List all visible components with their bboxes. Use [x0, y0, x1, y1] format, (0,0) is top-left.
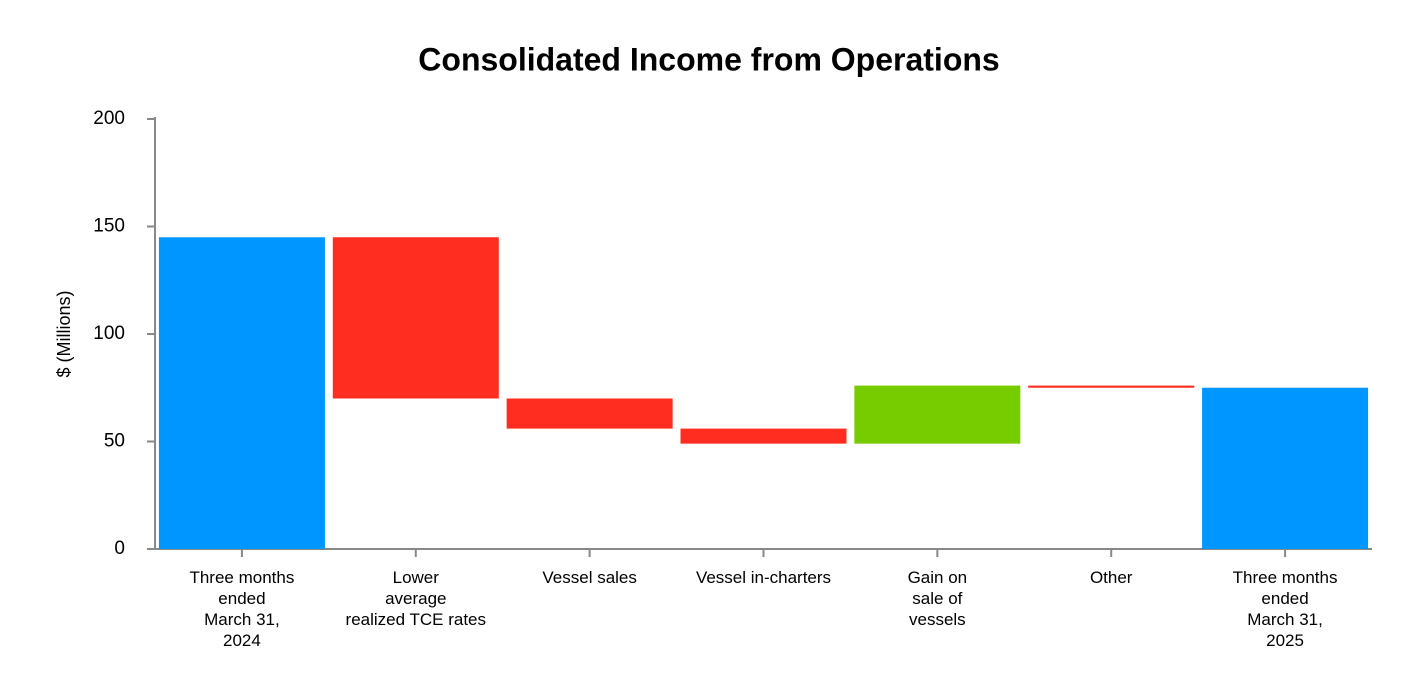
x-tick-label: Other [1089, 568, 1133, 587]
y-tick-label: 200 [93, 108, 125, 129]
y-tick-label: 150 [93, 216, 125, 237]
bar [158, 237, 325, 549]
chart-title: Consolidated Income from Operations [418, 41, 999, 77]
bar [854, 385, 1021, 444]
bar [332, 237, 499, 399]
x-tick-label: Three months ended March 31, 2024 [189, 568, 295, 650]
bar [1028, 385, 1195, 388]
x-tick-label: Vessel sales [542, 568, 637, 587]
bar [1202, 387, 1369, 549]
x-tick-label: Lower average realized TCE rates [345, 568, 487, 629]
x-tick-label: Three months ended March 31, 2025 [1232, 568, 1338, 650]
bar [506, 398, 673, 429]
x-tick-label: Gain on sale of vessels [907, 568, 968, 629]
y-tick-label: 50 [104, 431, 125, 452]
y-axis-label: $ (Millions) [54, 290, 74, 377]
bar [680, 428, 847, 444]
y-tick-label: 100 [93, 323, 125, 344]
y-tick-label: 0 [114, 538, 125, 559]
x-tick-label: Vessel in-charters [695, 568, 832, 587]
